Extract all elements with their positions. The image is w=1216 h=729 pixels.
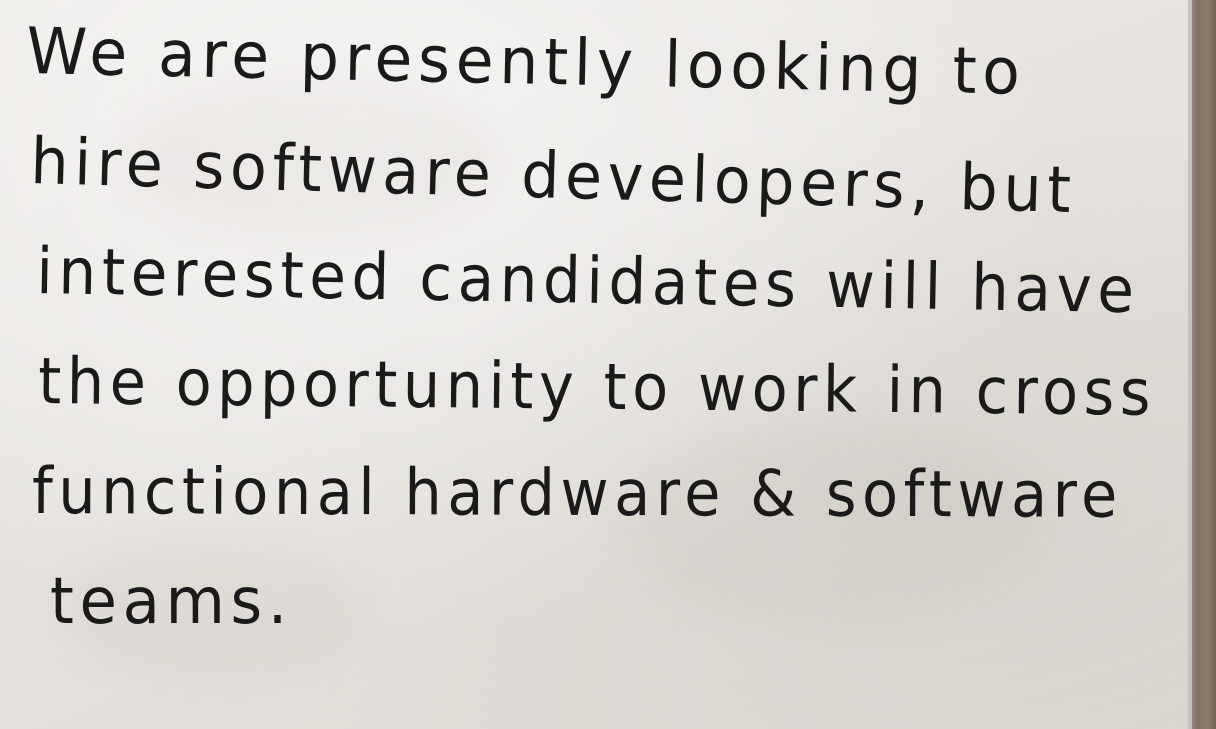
note-line-4: the opportunity to work in cross: [37, 345, 1157, 431]
note-line-6: teams.: [50, 565, 293, 639]
whiteboard: We are presently looking to hire softwar…: [0, 0, 1188, 729]
whiteboard-frame-edge: [1188, 0, 1216, 729]
handwritten-note: We are presently looking to hire softwar…: [26, 15, 1186, 680]
note-line-5: functional hardware & software: [31, 455, 1124, 533]
